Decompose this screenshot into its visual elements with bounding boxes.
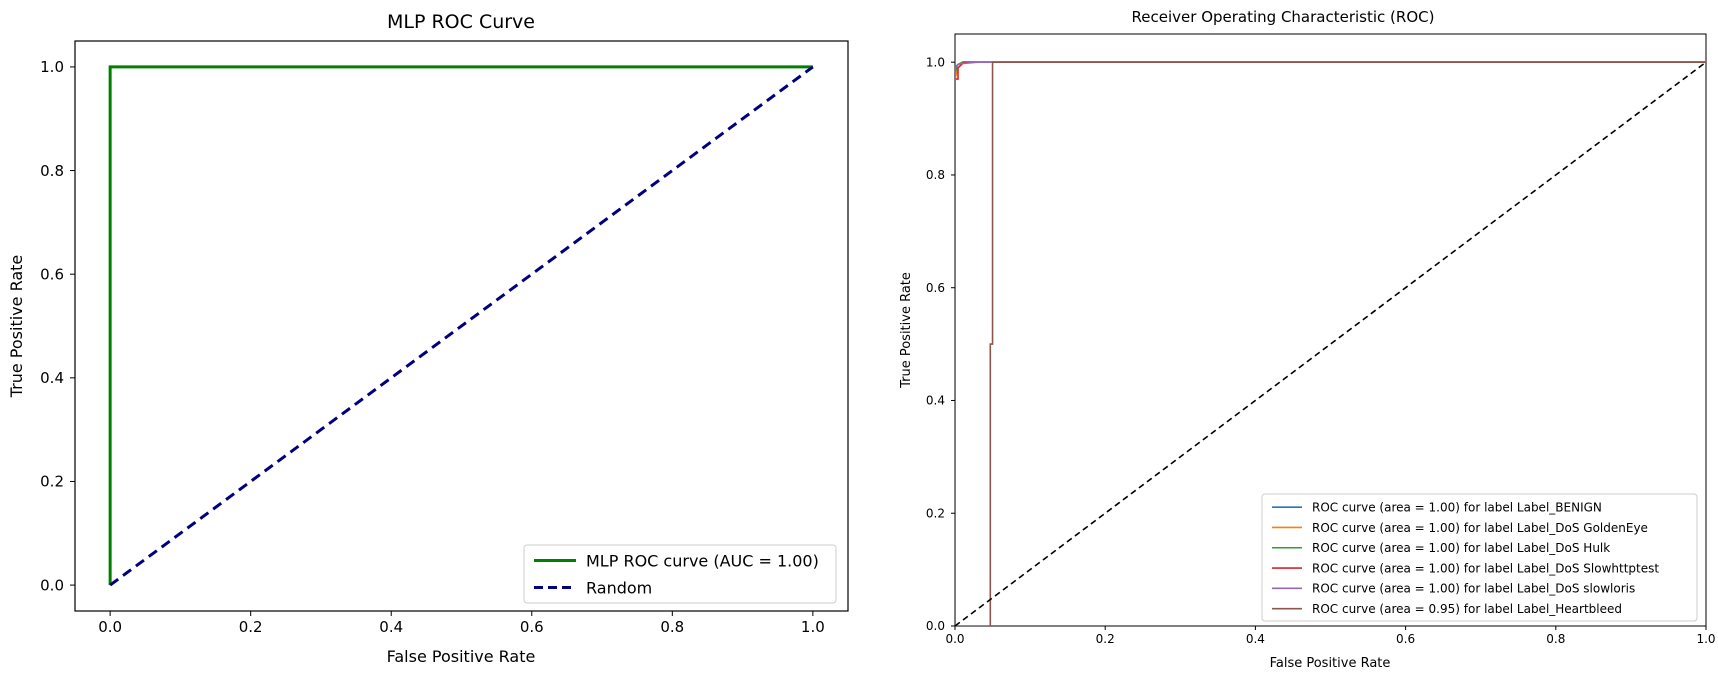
legend: ROC curve (area = 1.00) for label Label_… — [1261, 493, 1698, 622]
chart-title: Receiver Operating Characteristic (ROC) — [1132, 8, 1435, 26]
y-tick-label: 1.0 — [40, 58, 64, 76]
series-line — [955, 61, 1706, 626]
legend-label: MLP ROC curve (AUC = 1.00) — [586, 551, 819, 570]
x-tick-label: 0.8 — [1546, 632, 1565, 646]
x-tick-label: 0.6 — [1396, 632, 1415, 646]
x-tick-label: 1.0 — [1696, 632, 1715, 646]
x-tick-label: 0.6 — [520, 618, 544, 636]
x-tick-label: 0.2 — [1096, 632, 1115, 646]
series-line — [955, 61, 1706, 626]
legend-label: ROC curve (area = 1.00) for label Label_… — [1312, 500, 1602, 514]
legend-label: ROC curve (area = 1.00) for label Label_… — [1312, 582, 1635, 596]
series-lines — [108, 65, 814, 587]
x-axis-label: False Positive Rate — [387, 647, 536, 666]
y-tick-label: 1.0 — [926, 55, 945, 69]
mlp-roc-chart: MLP ROC Curve 0.0 0.2 0.4 0.6 0.8 1.0 0.00.20… — [7, 11, 849, 666]
plot-frame — [74, 40, 849, 612]
y-tick-label: 0.6 — [926, 281, 945, 295]
y-tick-label: 0.4 — [40, 369, 64, 387]
legend-label: ROC curve (area = 1.00) for label Label_… — [1312, 541, 1610, 555]
y-axis-ticks: 0.0 0.2 0.4 0.6 0.8 1.0 — [926, 55, 955, 633]
x-tick-label: 0.0 — [98, 618, 122, 636]
x-tick-label: 0.8 — [660, 618, 684, 636]
series-line — [109, 65, 814, 587]
x-axis-ticks: 0.0 0.2 0.4 0.6 0.8 1.0 — [945, 626, 1716, 646]
legend-label: Random — [586, 578, 652, 597]
y-tick-label: 0.6 — [40, 265, 64, 283]
x-tick-label: 0.2 — [239, 618, 263, 636]
y-tick-label: 0.0 — [40, 576, 64, 594]
y-tick-label: 0.2 — [40, 473, 64, 491]
x-axis-ticks: 0.0 0.2 0.4 0.6 0.8 1.0 — [98, 611, 825, 636]
legend-box — [523, 544, 837, 604]
x-tick-label: 1.0 — [801, 618, 825, 636]
y-axis-label: True Positive Rate — [899, 272, 914, 389]
chart-title: MLP ROC Curve — [387, 11, 535, 33]
x-tick-label: 0.0 — [945, 632, 964, 646]
legend-label: ROC curve (area = 1.00) for label Label_… — [1312, 521, 1648, 535]
legend-label: ROC curve (area = 1.00) for label Label_… — [1312, 561, 1659, 575]
legend-box — [1261, 493, 1698, 622]
multiclass-roc-chart: Receiver Operating Characteristic (ROC) … — [899, 8, 1716, 671]
y-tick-label: 0.4 — [926, 394, 945, 408]
x-tick-label: 0.4 — [1246, 632, 1265, 646]
y-tick-label: 0.8 — [926, 168, 945, 182]
y-tick-label: 0.8 — [40, 162, 64, 180]
legend: MLP ROC curve (AUC = 1.00) Random — [523, 544, 837, 604]
y-axis-ticks: 0.0 0.2 0.4 0.6 0.8 1.0 — [40, 58, 75, 594]
y-tick-label: 0.0 — [926, 619, 945, 633]
series-line — [108, 65, 813, 586]
x-axis-label: False Positive Rate — [1270, 656, 1391, 671]
y-tick-label: 0.2 — [926, 506, 945, 520]
series-lines — [955, 61, 1706, 626]
y-axis-label: True Positive Rate — [7, 255, 26, 399]
x-tick-label: 0.4 — [379, 618, 403, 636]
legend-label: ROC curve (area = 0.95) for label Label_… — [1312, 602, 1622, 616]
